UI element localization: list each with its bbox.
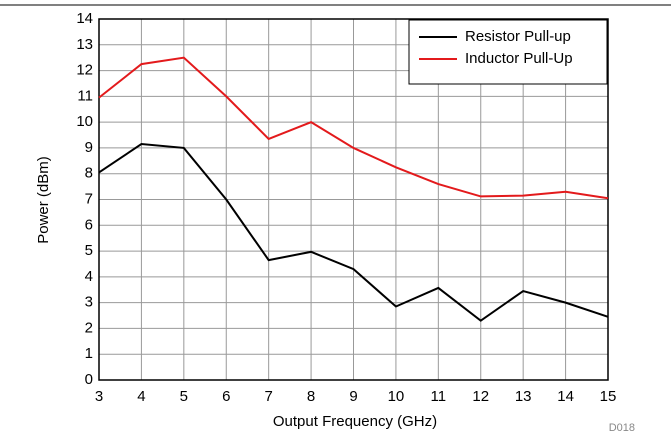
- x-tick-label: 4: [137, 388, 145, 405]
- legend-box: [408, 19, 608, 85]
- legend-label: Inductor Pull-Up: [465, 50, 573, 67]
- y-tick-label: 2: [85, 319, 93, 336]
- x-tick-label: 9: [349, 388, 357, 405]
- y-tick-label: 13: [76, 36, 93, 53]
- y-tick-label: 6: [85, 216, 93, 233]
- y-tick-label: 4: [85, 268, 93, 285]
- x-tick-label: 7: [264, 388, 272, 405]
- y-tick-label: 14: [76, 10, 93, 27]
- y-tick-label: 11: [77, 87, 93, 104]
- x-tick-label: 14: [557, 388, 574, 405]
- series-line: [98, 56, 609, 200]
- y-axis-label: Power (dBm): [35, 156, 52, 244]
- y-tick-label: 9: [85, 139, 93, 156]
- y-tick-label: 7: [85, 190, 93, 207]
- y-tick-label: 12: [76, 62, 93, 79]
- y-tick-label: 5: [85, 242, 93, 259]
- x-tick-label: 12: [472, 388, 489, 405]
- y-tick-label: 3: [85, 294, 93, 311]
- x-tick-label: 11: [431, 388, 447, 405]
- series-line: [98, 143, 609, 322]
- x-tick-label: 15: [600, 388, 617, 405]
- y-tick-label: 0: [85, 371, 93, 388]
- x-tick-label: 10: [388, 388, 405, 405]
- plot-frame: [98, 18, 609, 381]
- y-tick-label: 1: [85, 345, 93, 362]
- x-tick-label: 6: [222, 388, 230, 405]
- x-tick-label: 5: [180, 388, 188, 405]
- figure-id: D018: [609, 422, 635, 434]
- x-tick-label: 8: [307, 388, 315, 405]
- y-tick-label: 8: [85, 165, 93, 182]
- legend-label: Resistor Pull-up: [465, 28, 571, 45]
- x-axis-label: Output Frequency (GHz): [273, 413, 437, 430]
- x-tick-label: 3: [95, 388, 103, 405]
- y-tick-label: 10: [76, 113, 93, 130]
- x-tick-label: 13: [515, 388, 532, 405]
